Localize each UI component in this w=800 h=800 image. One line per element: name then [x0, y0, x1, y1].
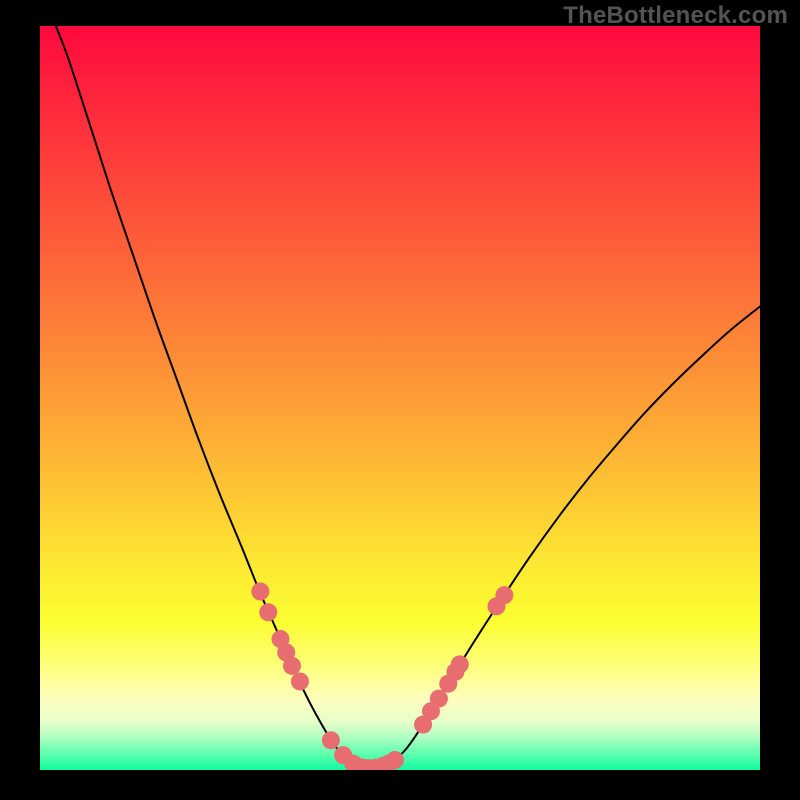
- data-marker: [322, 731, 340, 749]
- data-marker: [386, 751, 404, 769]
- data-marker: [259, 603, 277, 621]
- data-marker: [495, 586, 513, 604]
- data-marker: [430, 690, 448, 708]
- plot-background-gradient: [40, 26, 760, 770]
- bottleneck-chart-svg: [0, 0, 800, 800]
- watermark-text: TheBottleneck.com: [563, 2, 788, 30]
- data-marker: [283, 657, 301, 675]
- chart-container: TheBottleneck.com: [0, 0, 800, 800]
- data-marker: [251, 582, 269, 600]
- data-marker: [291, 672, 309, 690]
- data-marker: [451, 655, 469, 673]
